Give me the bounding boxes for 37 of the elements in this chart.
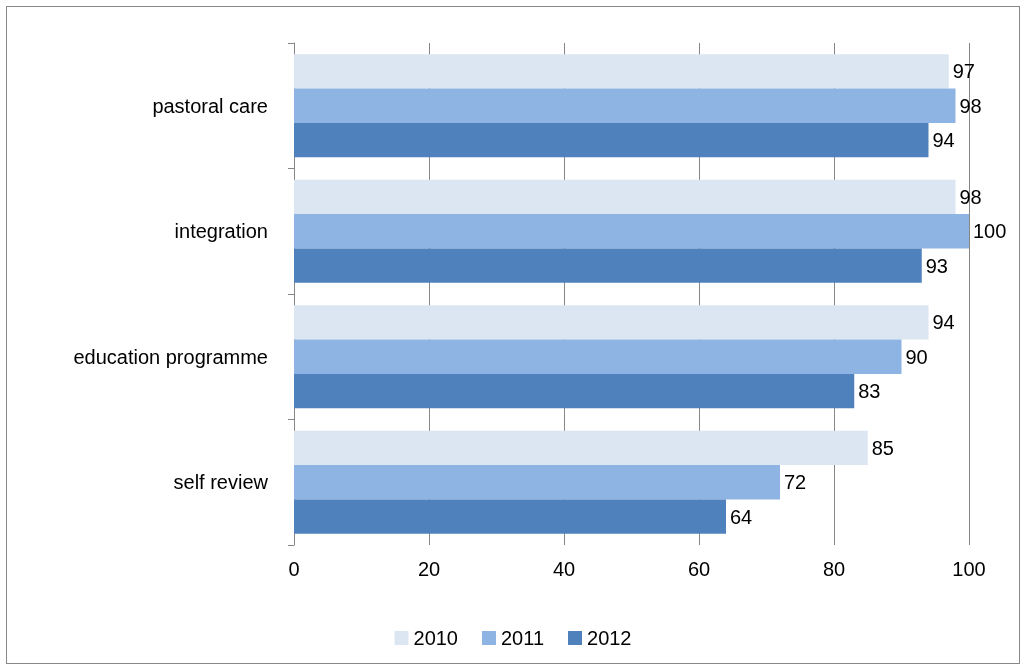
x-tick-label: 20 (417, 558, 441, 580)
data-label: 85 (871, 436, 894, 459)
legend-label: 2011 (501, 627, 545, 649)
bar (294, 373, 855, 409)
x-tick-label: 60 (687, 558, 711, 580)
data-label: 64 (730, 505, 753, 528)
x-tick-label: 100 (952, 558, 986, 580)
data-label: 90 (905, 345, 928, 368)
x-tick-label: 0 (288, 558, 300, 580)
y-tick-label: education programme (73, 345, 268, 368)
bar (294, 214, 969, 249)
data-label: 72 (784, 471, 807, 494)
legend-label: 2012 (587, 627, 632, 649)
data-label: 93 (925, 254, 948, 277)
bar (294, 339, 902, 374)
x-tick-label: 40 (552, 558, 576, 580)
data-label: 83 (858, 380, 881, 403)
data-label: 94 (932, 311, 955, 334)
bar (294, 54, 949, 89)
bar (294, 465, 780, 500)
bar (294, 122, 929, 158)
bar (294, 88, 956, 123)
data-label: 94 (932, 129, 955, 152)
y-tick-label: pastoral care (152, 94, 268, 117)
y-tick-label: self review (173, 471, 269, 494)
y-tick-label: integration (174, 220, 268, 243)
data-label: 100 (973, 220, 1007, 243)
bar (294, 248, 922, 283)
bar (294, 430, 868, 466)
x-tick-label: 80 (822, 558, 846, 580)
bar (294, 499, 726, 534)
bar (294, 179, 956, 215)
legend-label: 2010 (413, 627, 458, 649)
data-label: 98 (959, 94, 982, 117)
data-label: 97 (952, 60, 975, 83)
data-label: 98 (959, 185, 982, 208)
bar (294, 305, 929, 340)
